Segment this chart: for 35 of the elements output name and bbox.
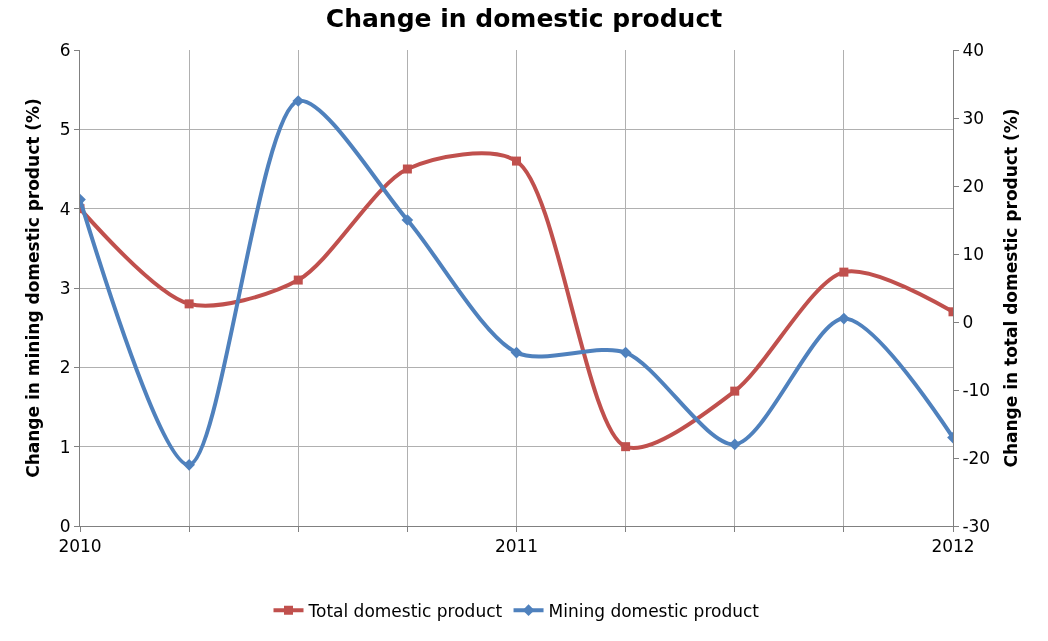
point [512,156,521,166]
point [839,267,849,277]
y-tick-label: 0 [59,515,71,536]
y2-tick-label: 10 [962,243,985,264]
y-tick-label: 2 [59,357,71,378]
point [838,312,850,325]
y2-tick-label: -20 [962,447,991,468]
point [402,164,412,174]
point [510,346,523,359]
y2-axis-title: Change in total domestic product (%) [1000,108,1021,468]
y2-tick-label: 30 [962,107,985,128]
y2-tick-label: 0 [962,311,974,332]
y2-tick-label: 20 [962,175,985,196]
x-tick-label: 2012 [931,536,975,557]
y-tick-label: 4 [59,198,71,219]
legend-label: Mining domestic product [548,600,760,621]
point [183,458,195,471]
y-tick-label: 6 [59,39,71,60]
y-tick-label: 5 [59,119,71,140]
point [401,214,414,226]
x-tick-label: 2010 [58,536,102,557]
y2-tick-label: -30 [962,515,991,536]
y-axis-title: Change in mining domestic product (%) [23,98,44,478]
legend-label: Total domestic product [307,600,503,621]
y2-tick-label: 40 [962,39,985,60]
point [184,299,194,309]
point [730,386,740,396]
y-tick-label: 3 [59,277,71,298]
y2-tick-label: -10 [962,379,991,400]
x-tick-label: 2011 [494,536,539,557]
y-tick-label: 1 [59,436,71,457]
point [621,442,631,452]
point [293,275,303,285]
point [619,346,632,359]
chart-title: Change in domestic product [325,4,723,34]
